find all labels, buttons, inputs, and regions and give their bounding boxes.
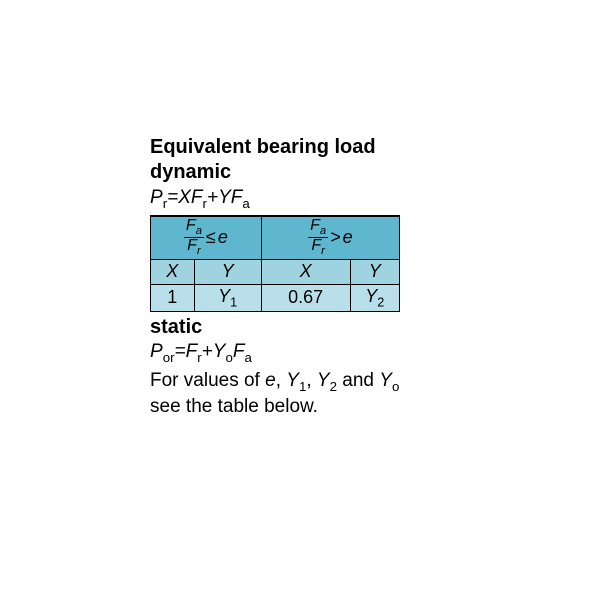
sfr-var: F: [186, 341, 198, 362]
fa-var: F: [231, 187, 243, 208]
val-y1: Y1: [194, 284, 261, 311]
y-coef: Y: [218, 187, 231, 208]
frac-right: Fa Fr: [308, 218, 328, 258]
val-y2: Y2: [350, 284, 399, 311]
content-block: Equivalent bearing load dynamic Pr=XFr+Y…: [150, 135, 480, 419]
sfa-sub: a: [244, 350, 251, 365]
e-right: e: [343, 227, 353, 247]
y1-h: Y: [222, 261, 234, 281]
x-coef: X: [178, 187, 191, 208]
yo-sub: o: [225, 350, 232, 365]
title: Equivalent bearing load dynamic: [150, 135, 480, 185]
header-left: Fa Fr ≤e: [151, 216, 262, 260]
fa-sub: a: [242, 196, 249, 211]
sfa-var: F: [233, 341, 245, 362]
title-line-2: dynamic: [150, 161, 231, 183]
load-table: Fa Fr ≤e Fa Fr >e X Y X Y 1 Y1 0.67 Y2: [150, 215, 400, 312]
frac-left: Fa Fr: [184, 218, 204, 258]
gt-op: >: [330, 227, 341, 247]
por-var: P: [150, 341, 163, 362]
title-line-1: Equivalent bearing load: [150, 136, 376, 158]
val-067: 0.67: [261, 284, 350, 311]
pr-sub: r: [163, 196, 167, 211]
dynamic-formula: Pr=XFr+YFa: [150, 187, 480, 211]
val-1: 1: [151, 284, 195, 311]
xy-header-row: X Y X Y: [151, 259, 400, 284]
value-row: 1 Y1 0.67 Y2: [151, 284, 400, 311]
por-sub: or: [163, 350, 175, 365]
pr-var: P: [150, 187, 163, 208]
yo-coef: Y: [213, 341, 226, 362]
fr-var: F: [191, 187, 203, 208]
static-formula: Por=Fr+YoFa: [150, 341, 480, 365]
x2-h: X: [300, 261, 312, 281]
x1-h: X: [166, 261, 178, 281]
e-left: e: [218, 227, 228, 247]
static-heading: static: [150, 316, 480, 339]
y2-h: Y: [369, 261, 381, 281]
le-op: ≤: [206, 227, 216, 247]
note-text: For values of e, Y1, Y2 and Yosee the ta…: [150, 369, 480, 419]
header-right: Fa Fr >e: [261, 216, 399, 260]
fr-sub: r: [203, 196, 207, 211]
sfr-sub: r: [197, 350, 201, 365]
